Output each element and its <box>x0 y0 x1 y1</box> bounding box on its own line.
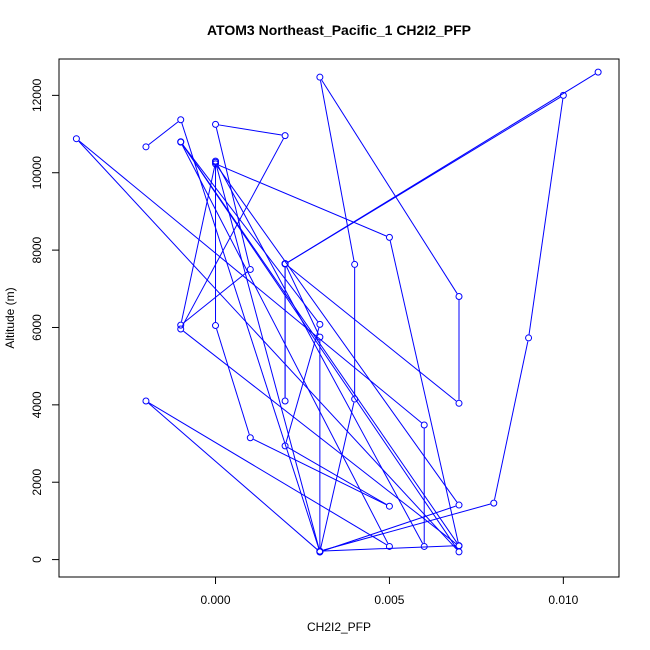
data-point <box>420 542 428 550</box>
series-segment <box>148 402 318 550</box>
series-segment <box>215 165 320 549</box>
data-point <box>177 116 185 124</box>
data-point <box>351 260 359 268</box>
x-axis: 0.000 0.005 0.010 <box>201 576 579 607</box>
series-segment <box>323 545 456 552</box>
series-segment <box>287 96 561 263</box>
data-point <box>212 322 220 330</box>
data-point <box>594 68 602 76</box>
data-point <box>177 321 185 329</box>
series-segment <box>181 138 284 327</box>
series-segment <box>286 266 319 335</box>
series-segment <box>216 328 250 435</box>
data-point <box>281 132 289 140</box>
y-tick-label: 2000 <box>30 469 44 496</box>
data-point <box>455 501 463 509</box>
series-lines <box>78 73 596 552</box>
data-point <box>559 91 567 99</box>
data-point <box>385 542 393 550</box>
y-tick-label: 6000 <box>30 314 44 341</box>
data-point <box>142 143 150 151</box>
series-segment <box>494 341 529 500</box>
data-point <box>525 334 533 342</box>
series-segment <box>182 144 319 322</box>
series-segment <box>180 165 216 322</box>
y-tick-label: 8000 <box>30 236 44 263</box>
data-point <box>212 158 220 166</box>
data-point <box>72 135 80 143</box>
y-axis-label: Altitude (m) <box>3 287 17 348</box>
series-segment <box>218 124 282 136</box>
series-segment <box>148 402 387 546</box>
data-point <box>490 499 498 507</box>
data-point <box>316 548 324 556</box>
data-point <box>316 333 324 341</box>
y-tick-label: 0 <box>30 556 44 563</box>
series-segment <box>148 121 179 146</box>
data-point <box>455 293 463 301</box>
series-segment <box>287 265 457 402</box>
data-point <box>420 421 428 429</box>
series-segment <box>183 330 457 545</box>
plot-frame <box>58 58 620 578</box>
series-segment <box>323 503 491 551</box>
data-point <box>177 138 185 146</box>
series-segment <box>181 122 320 549</box>
y-axis: 0 2000 4000 6000 8000 10000 12000 <box>30 78 60 563</box>
series-segment <box>320 80 355 262</box>
data-point <box>177 325 185 333</box>
series-segment <box>218 164 387 237</box>
data-point <box>316 320 324 328</box>
data-point <box>246 434 254 442</box>
y-tick-label: 12000 <box>30 78 44 112</box>
data-point <box>455 542 463 550</box>
data-point <box>212 120 220 128</box>
series-segment <box>323 505 456 552</box>
series-segment <box>78 140 422 424</box>
data-point <box>455 399 463 407</box>
series-segment <box>389 240 459 543</box>
series-segment <box>285 327 320 443</box>
series-segment <box>183 271 248 324</box>
series-segment <box>78 140 457 550</box>
series-points <box>72 68 602 556</box>
x-axis-label: CH2I2_PFP <box>307 620 371 634</box>
chart-title: ATOM3 Northeast_Pacific_1 CH2I2_PFP <box>207 22 471 38</box>
x-tick-label: 0.010 <box>548 593 578 607</box>
y-tick-label: 10000 <box>30 156 44 190</box>
series-segment <box>320 402 355 549</box>
data-point <box>455 548 463 556</box>
data-point <box>385 233 393 241</box>
data-point <box>142 397 150 405</box>
data-point <box>351 395 359 403</box>
series-segment <box>528 98 564 335</box>
x-tick-label: 0.005 <box>374 593 404 607</box>
data-point <box>281 260 289 268</box>
data-point <box>316 73 324 81</box>
series-segment <box>321 79 458 294</box>
data-point <box>246 265 254 273</box>
data-point <box>281 442 289 450</box>
series-segment <box>217 166 458 503</box>
series-segment <box>215 127 250 267</box>
y-tick-label: 4000 <box>30 391 44 418</box>
x-tick-label: 0.000 <box>201 593 231 607</box>
data-point <box>385 502 393 510</box>
data-point <box>281 397 289 405</box>
